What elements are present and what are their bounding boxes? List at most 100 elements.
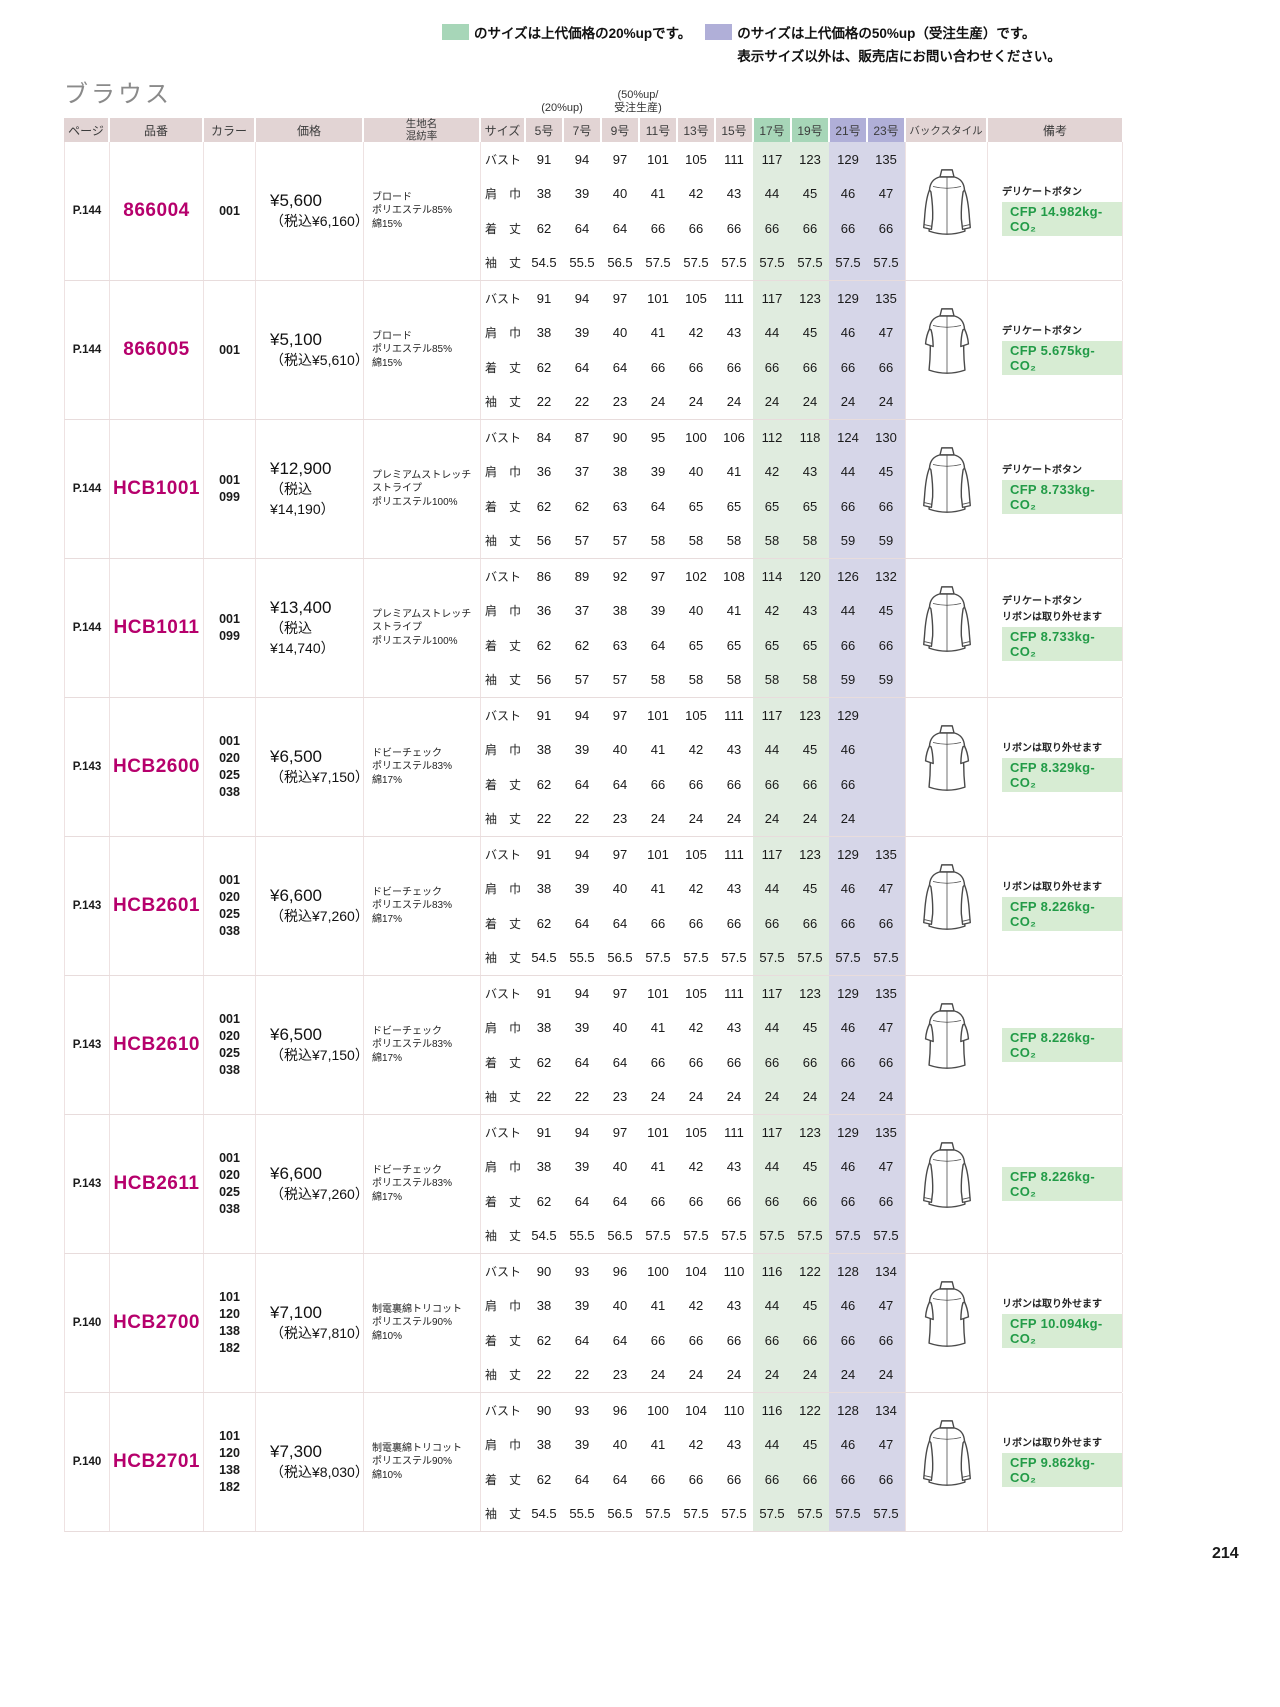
product-code: HCB2701 bbox=[109, 1393, 203, 1531]
size-value: 57.5 bbox=[683, 950, 709, 966]
size-value: 94 bbox=[574, 846, 590, 862]
size-value: 100 bbox=[647, 1402, 669, 1418]
size-value: 129 bbox=[829, 698, 867, 733]
size-value: 63 bbox=[612, 498, 628, 514]
size-value: 62 bbox=[574, 637, 590, 653]
size-value: 102 bbox=[685, 568, 707, 584]
size-value: 66 bbox=[650, 1471, 666, 1487]
size-value: 66 bbox=[791, 1184, 829, 1219]
size-value: 44 bbox=[829, 454, 867, 489]
size-value: 39 bbox=[574, 881, 590, 897]
page-title: ブラウス bbox=[64, 81, 172, 108]
size-value: 44 bbox=[753, 1288, 791, 1323]
size-value: 66 bbox=[829, 1184, 867, 1219]
remarks: CFP 8.226kg-CO₂ bbox=[987, 1115, 1123, 1253]
price: ¥5,100 （税込¥5,610） bbox=[255, 281, 369, 419]
size-value: 56.5 bbox=[607, 1228, 633, 1244]
fabric-description: プレミアムストレッチストライプ ポリエステル100% bbox=[363, 559, 480, 697]
size-value: 57.5 bbox=[645, 950, 671, 966]
size-value: 59 bbox=[867, 662, 905, 697]
size-value: 135 bbox=[867, 837, 905, 872]
size-value: 101 bbox=[647, 985, 669, 1001]
blouse-back-long-icon bbox=[922, 169, 971, 235]
measure-label: 肩 巾 bbox=[480, 1149, 525, 1184]
size-value: 66 bbox=[791, 767, 829, 802]
size-table: (20%up) (50%up/ 受注生産) ページ 品番 カラー 価格 生地名 混紡率 サイ… bbox=[64, 86, 1123, 1532]
size-value: 46 bbox=[829, 871, 867, 906]
size-value: 126 bbox=[829, 559, 867, 594]
size-value: 57.5 bbox=[791, 940, 829, 975]
col-header-size-9: 21号 bbox=[828, 118, 866, 143]
size-value: 57.5 bbox=[753, 245, 791, 280]
legend-text-20up: のサイズは上代価格の20%upです。 bbox=[474, 26, 692, 41]
col-header-page: ページ bbox=[64, 118, 108, 143]
back-style-image bbox=[905, 281, 987, 419]
size-value: 91 bbox=[536, 290, 552, 306]
measure-label: バスト bbox=[480, 837, 525, 872]
cfp-badge: CFP 9.862kg-CO₂ bbox=[1002, 1453, 1122, 1487]
price: ¥6,600 （税込¥7,260） bbox=[255, 1115, 369, 1253]
size-value: 36 bbox=[536, 464, 552, 480]
fabric-description: 制電裏綿トリコット ポリエステル90% 綿10% bbox=[363, 1254, 480, 1392]
size-value: 66 bbox=[867, 1323, 905, 1358]
size-value: 63 bbox=[612, 637, 628, 653]
size-value: 24 bbox=[688, 394, 704, 410]
back-style-image bbox=[905, 698, 987, 836]
size-value: 90 bbox=[536, 1402, 552, 1418]
measure-label: 着 丈 bbox=[480, 628, 525, 663]
table-row: P.143 HCB2600 001 020 025 038 ¥6,500 （税込¥7,150）… bbox=[64, 698, 1123, 837]
size-value bbox=[867, 732, 905, 767]
size-value: 66 bbox=[867, 628, 905, 663]
size-value: 123 bbox=[791, 281, 829, 316]
cfp-badge: CFP 8.329kg-CO₂ bbox=[1002, 758, 1122, 792]
size-value: 66 bbox=[829, 1045, 867, 1080]
size-value: 129 bbox=[829, 1115, 867, 1150]
size-value: 42 bbox=[688, 742, 704, 758]
size-value: 64 bbox=[574, 1193, 590, 1209]
product-code: HCB2611 bbox=[109, 1115, 203, 1253]
col-header-color: カラー bbox=[202, 118, 254, 143]
fabric-description: ドビーチェック ポリエステル83% 綿17% bbox=[363, 1115, 480, 1253]
size-value: 129 bbox=[829, 837, 867, 872]
size-value: 66 bbox=[726, 1193, 742, 1209]
size-value: 39 bbox=[650, 464, 666, 480]
size-value: 45 bbox=[867, 454, 905, 489]
remarks: リボンは取り外せます CFP 9.862kg-CO₂ bbox=[987, 1393, 1123, 1531]
size-value: 65 bbox=[726, 498, 742, 514]
measure-label: 袖 丈 bbox=[480, 662, 525, 697]
table-row: P.143 HCB2611 001 020 025 038 ¥6,600 （税込¥7,260）… bbox=[64, 1115, 1123, 1254]
size-value: 38 bbox=[536, 325, 552, 341]
measure-label: 袖 丈 bbox=[480, 1218, 525, 1253]
size-value: 47 bbox=[867, 1149, 905, 1184]
back-style-image bbox=[905, 559, 987, 697]
size-value: 66 bbox=[791, 906, 829, 941]
size-value: 64 bbox=[612, 220, 628, 236]
size-value: 65 bbox=[791, 489, 829, 524]
size-value: 105 bbox=[685, 985, 707, 1001]
size-value: 93 bbox=[574, 1263, 590, 1279]
size-value: 111 bbox=[724, 1124, 744, 1140]
size-value: 57.5 bbox=[791, 245, 829, 280]
size-value: 57.5 bbox=[791, 1218, 829, 1253]
size-value: 64 bbox=[650, 498, 666, 514]
size-value: 41 bbox=[650, 1437, 666, 1453]
size-value: 66 bbox=[791, 1323, 829, 1358]
size-value: 66 bbox=[867, 350, 905, 385]
size-value: 58 bbox=[753, 662, 791, 697]
size-value: 66 bbox=[867, 1045, 905, 1080]
size-value: 24 bbox=[726, 1089, 742, 1105]
size-value: 66 bbox=[753, 1184, 791, 1219]
size-value: 66 bbox=[753, 906, 791, 941]
size-value: 101 bbox=[647, 1124, 669, 1140]
size-value: 45 bbox=[791, 871, 829, 906]
size-value: 54.5 bbox=[531, 1506, 557, 1522]
size-value: 57.5 bbox=[867, 245, 905, 280]
size-value: 24 bbox=[688, 1089, 704, 1105]
product-code: HCB1001 bbox=[109, 420, 203, 558]
size-value: 57.5 bbox=[791, 1496, 829, 1531]
size-value: 54.5 bbox=[531, 950, 557, 966]
measure-label: 袖 丈 bbox=[480, 1496, 525, 1531]
size-value: 38 bbox=[536, 186, 552, 202]
size-value: 57.5 bbox=[829, 940, 867, 975]
size-value: 66 bbox=[829, 350, 867, 385]
